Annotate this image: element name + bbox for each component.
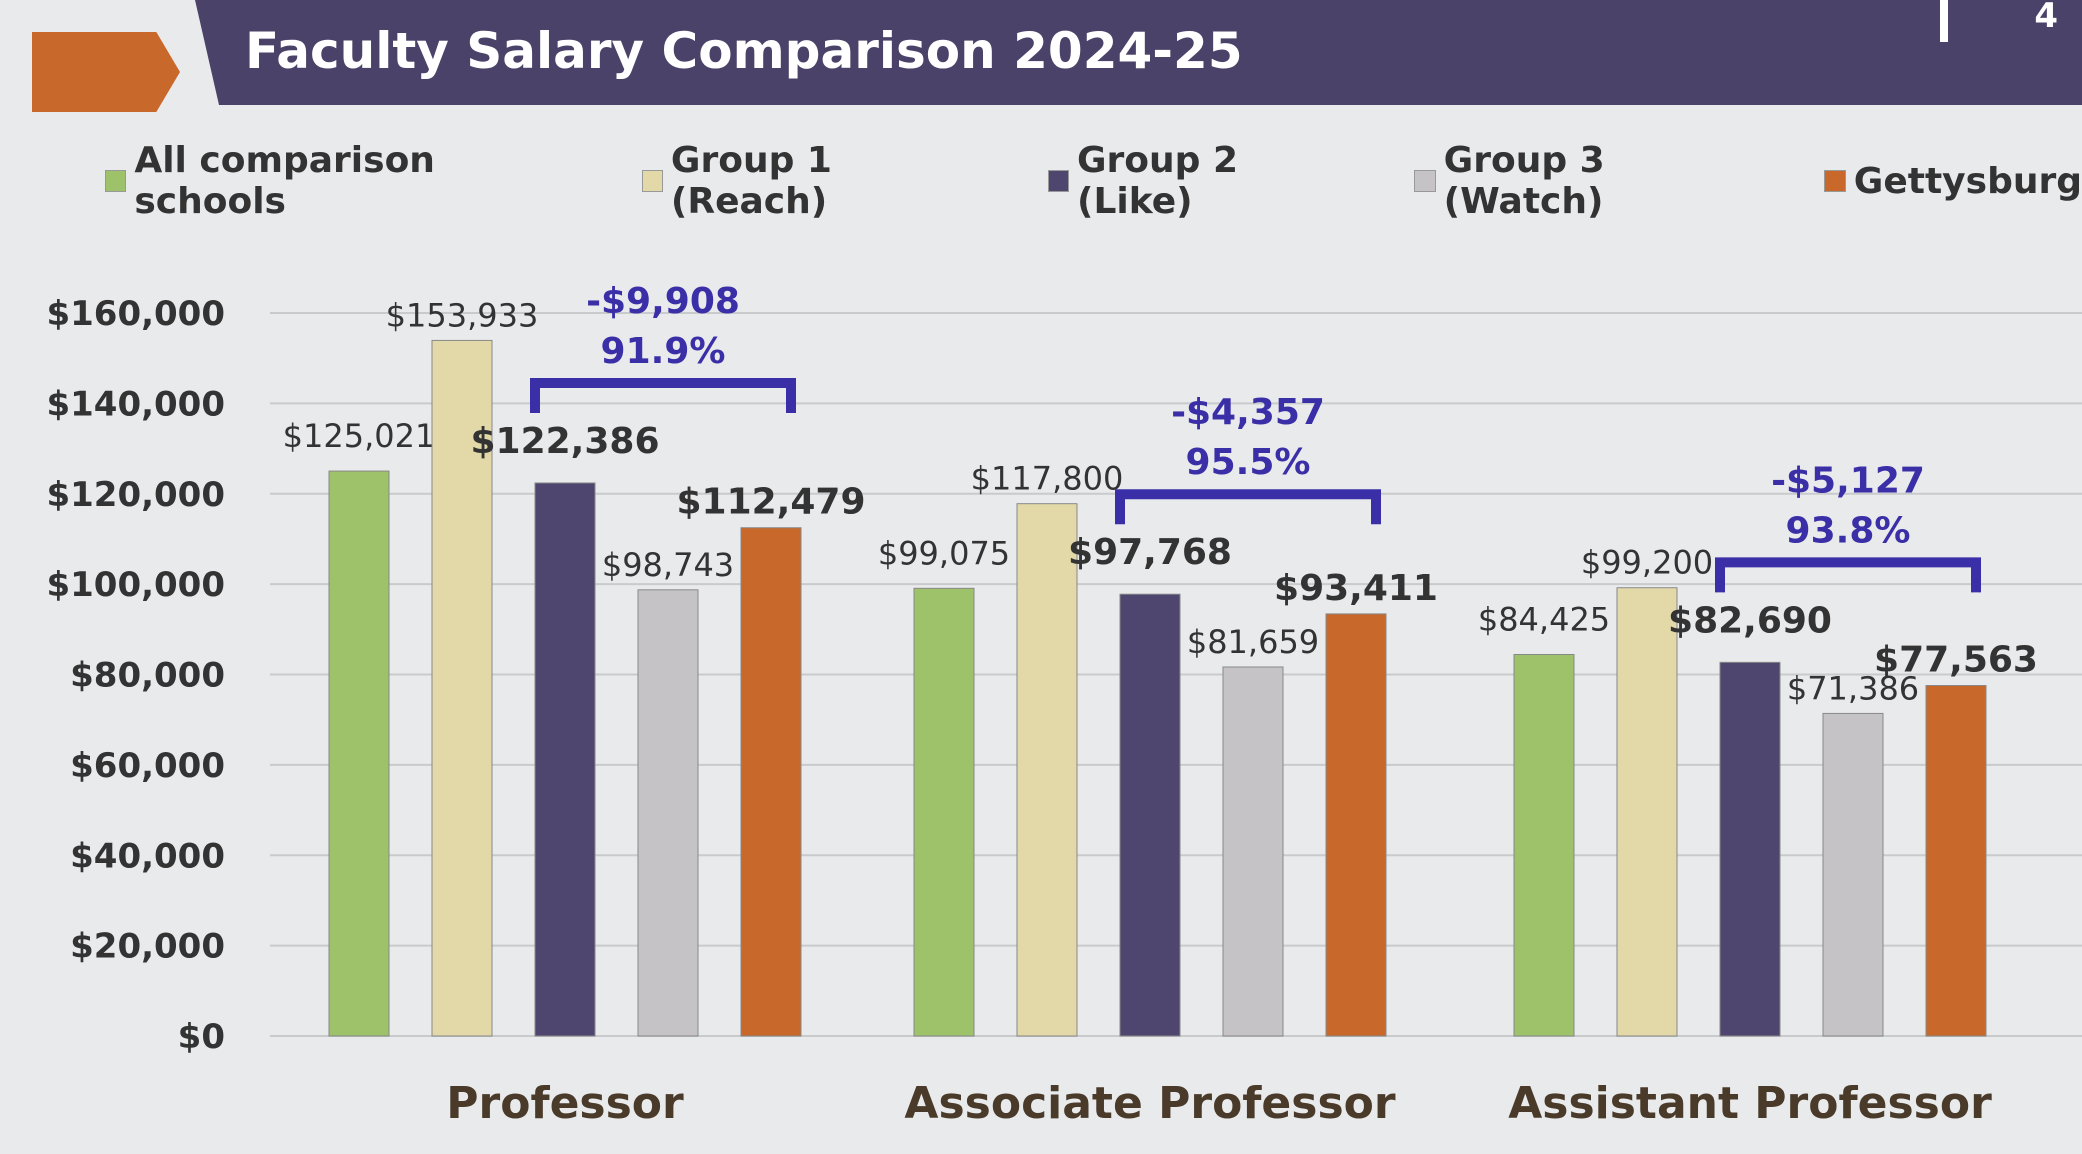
difference-label: -$4,357	[1171, 392, 1325, 433]
percent-label: 93.8%	[1786, 510, 1911, 551]
legend-item: Group 1 (Reach)	[641, 140, 990, 222]
bracket	[1715, 557, 1981, 593]
y-tick-label: $140,000	[46, 384, 225, 424]
bar	[1822, 712, 1884, 1037]
category-label: Professor	[446, 1078, 684, 1129]
legend-swatch	[641, 170, 663, 192]
bar	[328, 470, 390, 1037]
bar	[1513, 654, 1575, 1037]
y-tick-label: $100,000	[46, 565, 225, 605]
legend-item: Group 2 (Like)	[1047, 140, 1357, 222]
bar	[1616, 587, 1678, 1037]
bar	[913, 587, 975, 1037]
title-bar	[195, 0, 2082, 105]
percent-label: 91.9%	[601, 331, 726, 372]
category-label: Associate Professor	[904, 1078, 1395, 1129]
y-tick-label: $0	[178, 1017, 225, 1057]
data-label: $93,411	[1274, 568, 1438, 609]
data-label: $97,768	[1068, 532, 1232, 573]
bar	[1119, 593, 1181, 1037]
y-tick-label: $60,000	[70, 746, 225, 786]
bracket	[1115, 489, 1381, 525]
legend-item: Group 3 (Watch)	[1414, 140, 1765, 222]
bar	[1925, 685, 1987, 1037]
data-label: $71,386	[1787, 669, 1919, 707]
difference-label: -$5,127	[1771, 460, 1925, 501]
legend-item: All comparison schools	[105, 140, 584, 222]
slide-title: Faculty Salary Comparison 2024-25	[245, 22, 1243, 80]
data-label: $99,075	[878, 534, 1010, 572]
data-label: $84,425	[1478, 601, 1610, 639]
legend-swatch	[105, 170, 127, 192]
bar	[637, 589, 699, 1037]
page-number: 4	[2034, 0, 2058, 36]
legend-label: Group 1 (Reach)	[670, 140, 832, 222]
bar	[1016, 503, 1078, 1037]
data-label: $77,563	[1874, 640, 2038, 681]
y-tick-label: $160,000	[46, 294, 225, 334]
legend-swatch	[1823, 170, 1846, 192]
divider	[1940, 0, 1948, 42]
legend-label: All comparison schools	[134, 140, 435, 222]
data-label: $122,386	[470, 421, 659, 462]
bar	[431, 339, 493, 1037]
percent-label: 95.5%	[1186, 442, 1311, 483]
legend-swatch	[1047, 170, 1069, 192]
bar	[1325, 613, 1387, 1037]
bracket	[530, 377, 796, 413]
legend-label: Group 2 (Like)	[1076, 140, 1238, 222]
data-label: $82,690	[1668, 600, 1832, 641]
bar	[1222, 666, 1284, 1037]
legend-label: Group 3 (Watch)	[1443, 140, 1605, 222]
arrow-icon	[32, 32, 180, 112]
data-label: $98,743	[602, 546, 734, 584]
difference-label: -$9,908	[586, 281, 740, 322]
y-tick-label: $40,000	[70, 836, 225, 876]
bar	[1719, 661, 1781, 1037]
data-label: $81,659	[1187, 623, 1319, 661]
legend-item: Gettysburg	[1823, 140, 2082, 222]
data-label: $117,800	[971, 460, 1124, 498]
bar	[534, 482, 596, 1037]
data-label: $153,933	[386, 296, 539, 334]
legend-label: Gettysburg	[1853, 160, 2082, 202]
category-label: Assistant Professor	[1508, 1078, 1992, 1129]
bar	[740, 527, 802, 1037]
y-tick-label: $20,000	[70, 927, 225, 967]
legend-swatch	[1414, 170, 1436, 192]
data-label: $112,479	[676, 482, 865, 523]
data-label: $125,021	[283, 417, 436, 455]
y-tick-label: $120,000	[46, 475, 225, 515]
data-label: $99,200	[1581, 544, 1713, 582]
y-tick-label: $80,000	[70, 656, 225, 696]
legend: All comparison schools Group 1 (Reach) Gro…	[105, 140, 2082, 222]
